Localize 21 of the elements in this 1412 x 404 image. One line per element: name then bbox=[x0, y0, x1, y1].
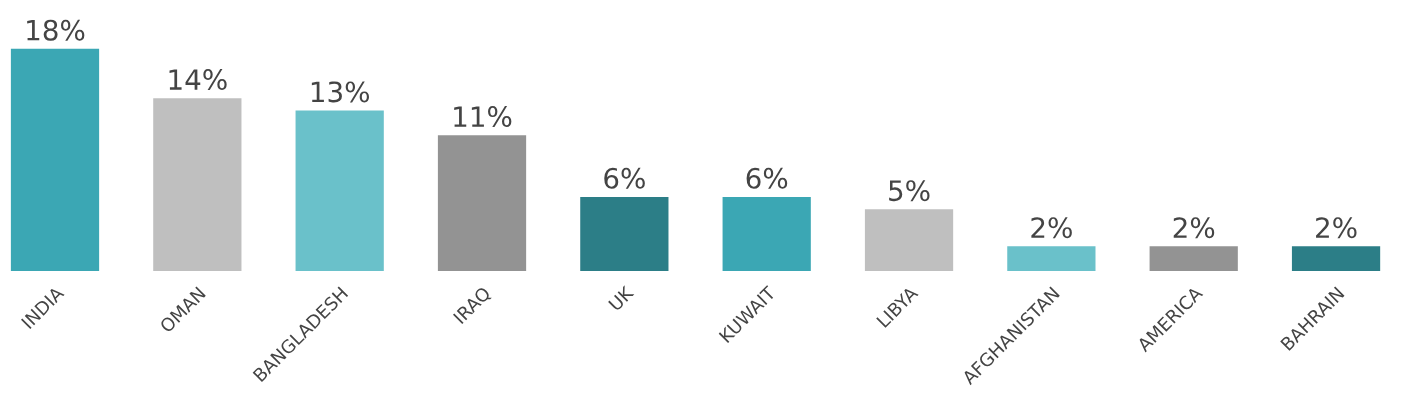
bar bbox=[722, 196, 811, 271]
data-label: 2% bbox=[1031, 217, 1072, 239]
data-label: 11% bbox=[454, 106, 512, 128]
data-label: 5% bbox=[889, 180, 930, 202]
data-label: 13% bbox=[311, 81, 370, 103]
bar bbox=[1291, 246, 1381, 271]
data-label: 14% bbox=[169, 69, 227, 91]
data-label: 2% bbox=[1173, 217, 1215, 239]
data-label: 6% bbox=[746, 167, 788, 189]
bar bbox=[1149, 246, 1238, 271]
bar bbox=[864, 209, 954, 271]
data-label: 2% bbox=[1316, 217, 1357, 239]
bar bbox=[295, 110, 384, 271]
bar bbox=[437, 135, 527, 271]
bar bbox=[10, 48, 100, 271]
data-label: 18% bbox=[27, 19, 85, 41]
x-tick-label: UK bbox=[608, 285, 635, 312]
bar bbox=[153, 98, 242, 271]
data-label: 6% bbox=[604, 167, 645, 189]
bar bbox=[1007, 246, 1096, 271]
bar bbox=[580, 196, 669, 271]
